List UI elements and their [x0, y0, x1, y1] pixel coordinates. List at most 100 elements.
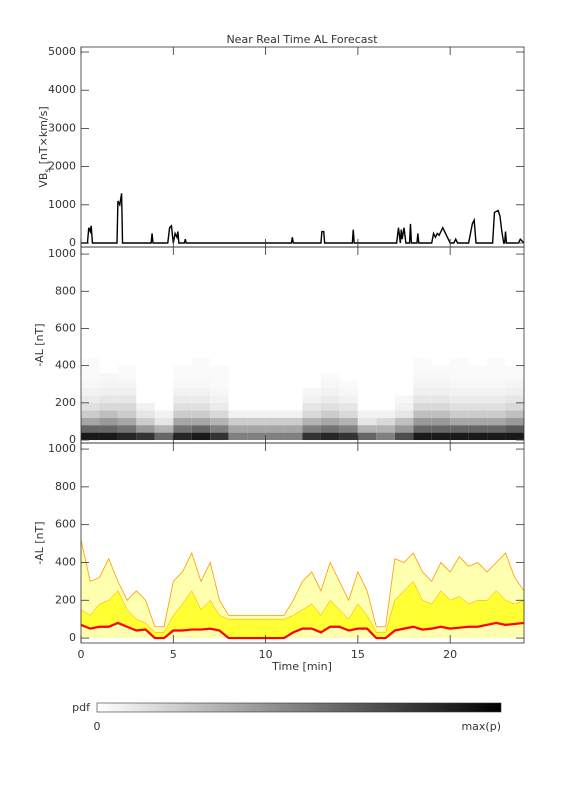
- heatmap-cell: [450, 417, 469, 426]
- heatmap-cell: [339, 365, 358, 374]
- heatmap-cell: [154, 402, 174, 411]
- heatmap-cell: [210, 417, 229, 426]
- heatmap-cell: [468, 395, 488, 403]
- heatmap-cell: [302, 387, 321, 396]
- heatmap-cell: [284, 373, 303, 381]
- heatmap-cell: [99, 410, 118, 418]
- heatmap-cell: [99, 425, 118, 433]
- heatmap-cell: [117, 432, 137, 441]
- heatmap-cell: [468, 402, 488, 411]
- heatmap-cell: [210, 402, 229, 411]
- heatmap-cell: [376, 365, 395, 374]
- heatmap-cell: [468, 365, 488, 374]
- heatmap-cell: [320, 402, 340, 411]
- heatmap-cell: [154, 380, 174, 388]
- heatmap-cell: [228, 410, 248, 418]
- heatmap-cell: [99, 365, 118, 374]
- heatmap-cell: [376, 402, 395, 411]
- heatmap-cell: [357, 410, 377, 418]
- heatmap-cell: [320, 395, 340, 403]
- chart-title: Near Real Time AL Forecast: [226, 33, 378, 46]
- heatmap-cell: [247, 417, 266, 426]
- heatmap-cell: [173, 365, 192, 374]
- heatmap-cell: [117, 387, 137, 396]
- y-tick-label: 0: [69, 236, 76, 249]
- heatmap-cell: [320, 432, 340, 441]
- heatmap-cell: [173, 387, 192, 396]
- y-tick-label: 1000: [48, 198, 76, 211]
- plot-frame: [80, 46, 525, 248]
- heatmap-cell: [394, 358, 414, 366]
- y-label-main: VB: [37, 173, 50, 188]
- heatmap-cell: [505, 395, 524, 403]
- heatmap-cell: [99, 358, 118, 366]
- heatmap-cell: [320, 358, 340, 366]
- heatmap-cell: [394, 425, 414, 433]
- heatmap-cell: [136, 425, 155, 433]
- heatmap-cell: [394, 410, 414, 418]
- heatmap-cell: [450, 425, 469, 433]
- heatmap-cell: [468, 387, 488, 396]
- heatmap-cell: [376, 395, 395, 403]
- heatmap-cell: [450, 402, 469, 411]
- heatmap-cell: [339, 387, 358, 396]
- heatmap-cell: [228, 425, 248, 433]
- heatmap-cell: [431, 387, 451, 396]
- heatmap-cell: [431, 395, 451, 403]
- heatmap-cell: [413, 395, 432, 403]
- heatmap-cell: [284, 380, 303, 388]
- heatmap-cell: [431, 402, 451, 411]
- heatmap-cell: [173, 358, 192, 366]
- heatmap-cell: [339, 373, 358, 381]
- heatmap-cell: [339, 417, 358, 426]
- x-axis-label: Time [min]: [271, 660, 332, 673]
- heatmap-cell: [154, 365, 174, 374]
- heatmap-cell: [431, 417, 451, 426]
- heatmap-cell: [265, 380, 285, 388]
- y-axis-label: -AL [nT]: [33, 323, 46, 366]
- heatmap-cell: [210, 425, 229, 433]
- heatmap-cell: [357, 365, 377, 374]
- heatmap-cell: [265, 432, 285, 441]
- heatmap-cell: [339, 425, 358, 433]
- x-tick-label: 0: [78, 648, 85, 661]
- heatmap-cell: [228, 365, 248, 374]
- y-tick-label: 0: [69, 433, 76, 446]
- heatmap-cell: [505, 417, 524, 426]
- heatmap-cell: [154, 425, 174, 433]
- heatmap-cell: [81, 380, 100, 388]
- heatmap-cell: [431, 365, 451, 374]
- heatmap-cell: [413, 373, 432, 381]
- heatmap-cell: [394, 387, 414, 396]
- y-tick-label: 1000: [48, 247, 76, 260]
- x-tick-label: 20: [443, 648, 457, 661]
- heatmap-cell: [136, 432, 155, 441]
- heatmap-cell: [394, 395, 414, 403]
- heatmap-cell: [173, 425, 192, 433]
- heatmap-cell: [191, 373, 211, 381]
- heatmap-cell: [468, 358, 488, 366]
- heatmap-cell: [265, 387, 285, 396]
- y-tick-label: 5000: [48, 45, 76, 58]
- heatmap-cell: [154, 410, 174, 418]
- heatmap-cell: [136, 387, 155, 396]
- heatmap-cell: [505, 402, 524, 411]
- colorbar-label: pdf: [72, 701, 91, 714]
- heatmap-cell: [247, 387, 266, 396]
- heatmap-cell: [450, 387, 469, 396]
- heatmap-cell: [210, 387, 229, 396]
- heatmap-cell: [413, 365, 432, 374]
- heatmap-cell: [339, 410, 358, 418]
- y-axis-label: VBs [nT×km/s]: [37, 106, 52, 187]
- heatmap-cell: [413, 425, 432, 433]
- heatmap-cell: [357, 387, 377, 396]
- heatmap-cell: [357, 402, 377, 411]
- heatmap-cell: [505, 380, 524, 388]
- heatmap-cell: [357, 380, 377, 388]
- heatmap-cell: [431, 432, 451, 441]
- heatmap-cell: [413, 432, 432, 441]
- heatmap-cell: [154, 358, 174, 366]
- heatmap-cell: [320, 373, 340, 381]
- heatmap-cell: [117, 358, 137, 366]
- heatmap-cell: [117, 417, 137, 426]
